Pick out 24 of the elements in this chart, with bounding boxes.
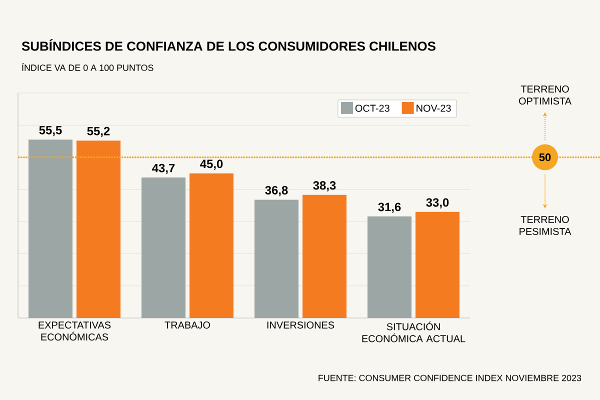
bar [302,194,347,318]
data-label: 45,0 [200,160,223,170]
data-label: 43,7 [152,164,175,174]
bar [190,173,234,318]
bar [76,140,120,318]
x-tick-label: INVERSIONES [267,322,334,329]
data-label: 55,5 [39,126,62,136]
bar [416,212,460,318]
legend-label: NOV-23 [416,104,451,112]
data-label: 31,6 [378,202,401,213]
x-tick-label: TRABAJO [164,322,210,329]
text: TERRENO PESIMISTA [520,216,572,236]
text: TERRENO OPTIMISTA [519,86,572,105]
legend-label: OCT-23 [355,104,390,112]
x-tick-label: EXPECTATIVAS ECONÓMICAS [38,322,111,341]
ref-line-label: 50 [539,153,551,162]
chart-subtitle: ÍNDICE VA DE 0 A 100 PUNTOS [22,63,154,71]
source-note: FUENTE: CONSUMER CONFIDENCE INDEX NOVIEMBRE 2023 [318,374,582,382]
chart-title: SUBÍNDICES DE CONFIANZA DE LOS CONSUMIDORES CHILENOS [22,39,436,51]
data-label: 38,3 [313,181,336,192]
data-label: 36,8 [265,186,288,196]
x-tick-label: SITUACIÓN ECONÓMICA ACTUAL [362,322,466,342]
data-label: 33,0 [426,198,449,208]
data-label: 55,2 [87,126,110,138]
